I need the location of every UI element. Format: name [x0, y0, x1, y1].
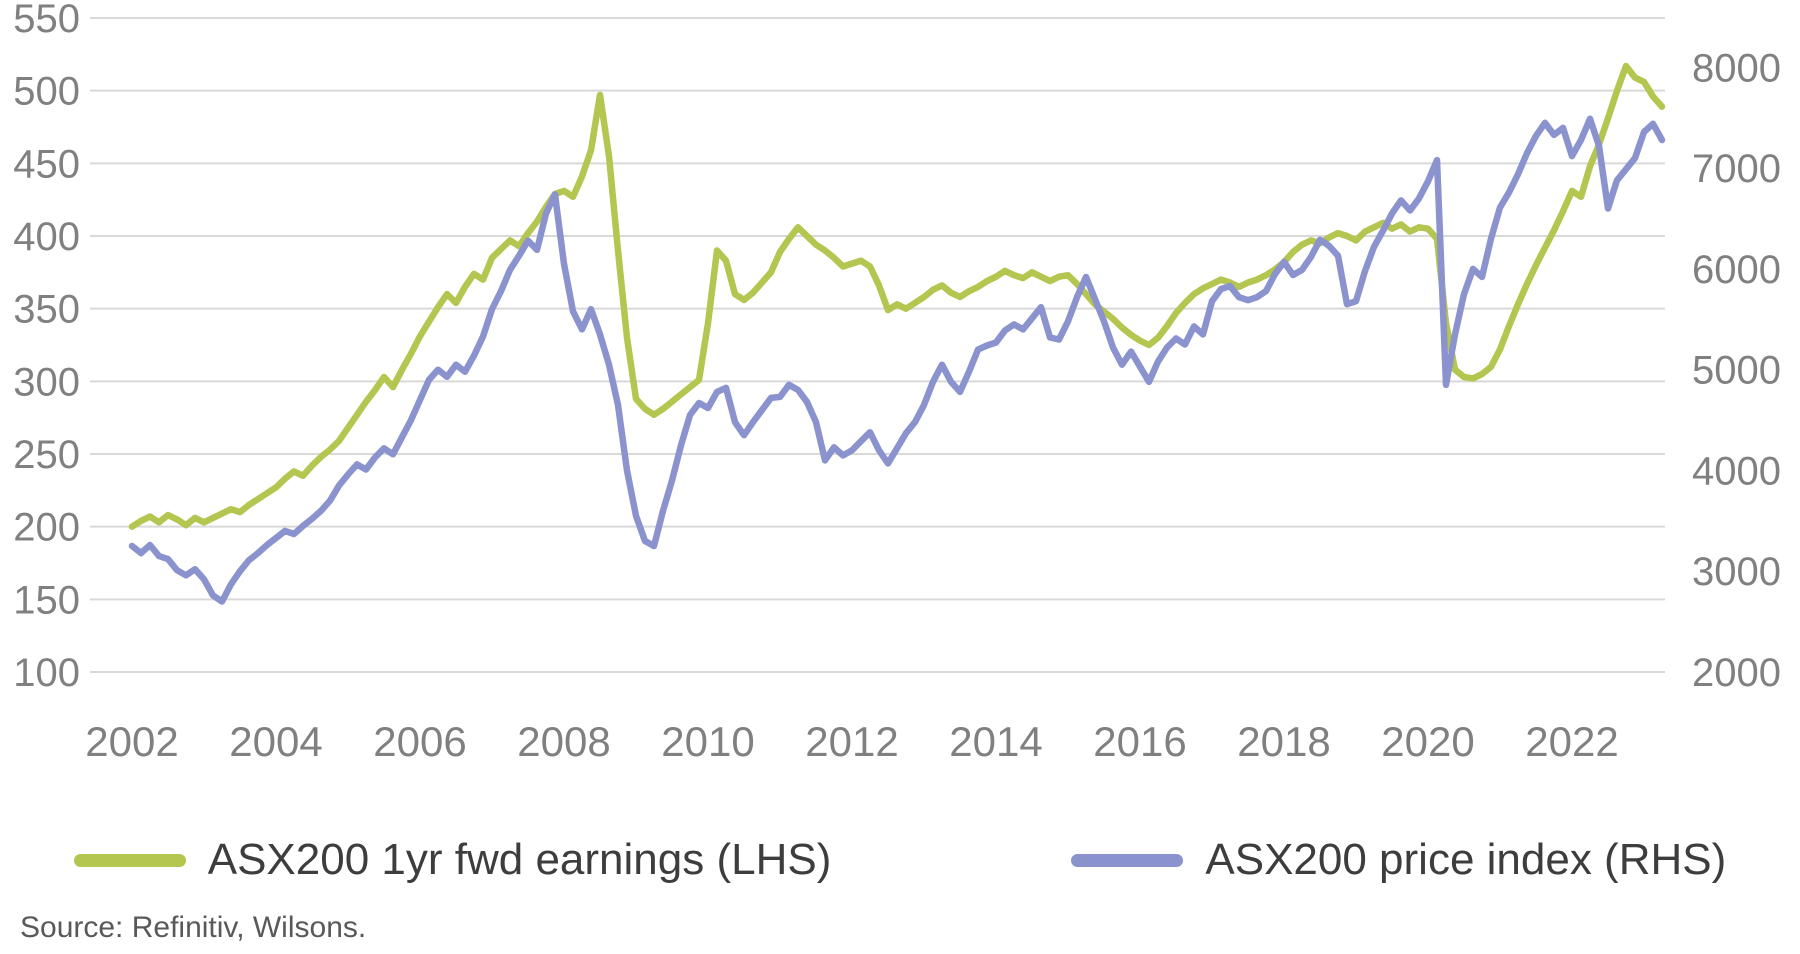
y-axis-right-tick-label: 4000	[1692, 449, 1781, 493]
x-axis-tick-label: 2018	[1237, 718, 1330, 765]
y-axis-right-tick-label: 5000	[1692, 349, 1781, 393]
price-line	[128, 115, 1666, 605]
x-axis-tick-label: 2010	[661, 718, 754, 765]
y-axis-left-tick-label: 200	[13, 506, 80, 550]
x-axis-tick-label: 2016	[1093, 718, 1186, 765]
legend-label-price: ASX200 price index (RHS)	[1205, 835, 1727, 884]
y-axis-right-tick-label: 3000	[1692, 550, 1781, 594]
y-axis-left-tick-label: 500	[13, 70, 80, 114]
legend-label-earnings: ASX200 1yr fwd earnings (LHS)	[207, 835, 832, 884]
y-axis-left-tick-label: 300	[13, 360, 80, 404]
x-axis-tick-label: 2022	[1525, 718, 1618, 765]
price-line-swatch-icon	[1071, 853, 1184, 867]
source-note: Source: Refinitiv, Wilsons.	[20, 911, 367, 944]
y-axis-left-tick-label: 400	[13, 215, 80, 259]
y-axis-right-tick-label: 7000	[1692, 147, 1781, 191]
legend-item-earnings: ASX200 1yr fwd earnings (LHS)	[73, 835, 832, 885]
x-axis-tick-label: 2004	[229, 718, 322, 765]
y-axis-right-tick-label: 6000	[1692, 248, 1781, 292]
x-axis-tick-label: 2014	[949, 718, 1042, 765]
y-axis-left-tick-label: 150	[13, 578, 80, 622]
x-axis-tick-label: 2020	[1381, 718, 1474, 765]
chart-legend: ASX200 1yr fwd earnings (LHS) ASX200 pri…	[0, 833, 1800, 887]
x-axis-tick-label: 2006	[373, 718, 466, 765]
y-axis-left-tick-label: 250	[13, 433, 80, 477]
earnings-line	[128, 62, 1666, 530]
x-axis-tick-label: 2008	[517, 718, 610, 765]
earnings-line-swatch-icon	[73, 853, 186, 867]
chart-svg: 550 500 450 400 350 300 250 200 150 100 8000 7000 60…	[13, 0, 1781, 765]
y-axis-left-tick-label: 550	[13, 0, 80, 41]
x-axis-tick-label: 2002	[85, 718, 178, 765]
y-axis-right-tick-label: 8000	[1692, 46, 1781, 90]
legend-item-price: ASX200 price index (RHS)	[1071, 835, 1726, 885]
y-axis-left-tick-label: 450	[13, 142, 80, 186]
y-axis-right-tick-label: 2000	[1692, 651, 1781, 695]
x-axis-tick-label: 2012	[805, 718, 898, 765]
y-axis-left-tick-label: 100	[13, 651, 80, 695]
y-axis-left-tick-label: 350	[13, 288, 80, 332]
